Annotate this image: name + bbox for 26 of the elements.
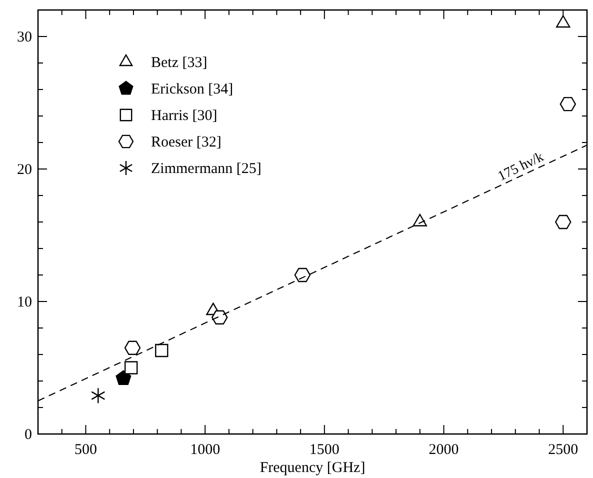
legend-label: Betz [33] [151, 55, 208, 71]
point [294, 268, 311, 282]
legend-label: Harris [30] [151, 108, 218, 124]
point [556, 15, 570, 28]
y-tick-label: 10 [17, 294, 32, 310]
point [124, 361, 138, 374]
x-tick-label: 1000 [190, 442, 220, 458]
y-tick-label: 30 [17, 30, 32, 46]
point [91, 387, 106, 404]
x-tick-label: 2500 [548, 442, 578, 458]
y-tick-label: 0 [24, 427, 32, 443]
legend-label: Roeser [32] [151, 134, 222, 150]
point [555, 214, 572, 230]
point [124, 340, 141, 355]
point [155, 344, 168, 358]
point [212, 310, 228, 324]
legend-label: Erickson [34] [151, 82, 234, 98]
legend-label: Zimmermann [25] [151, 161, 262, 177]
x-tick-label: 1500 [309, 442, 340, 458]
annotation: 175 hν/k [496, 150, 546, 185]
point [116, 370, 132, 386]
y-tick-label: 20 [17, 162, 32, 178]
x-tick-label: 500 [74, 442, 97, 458]
point [560, 96, 576, 112]
x-axis-title: Frequency [GHz] [260, 460, 366, 476]
x-tick-label: 2000 [428, 442, 459, 458]
